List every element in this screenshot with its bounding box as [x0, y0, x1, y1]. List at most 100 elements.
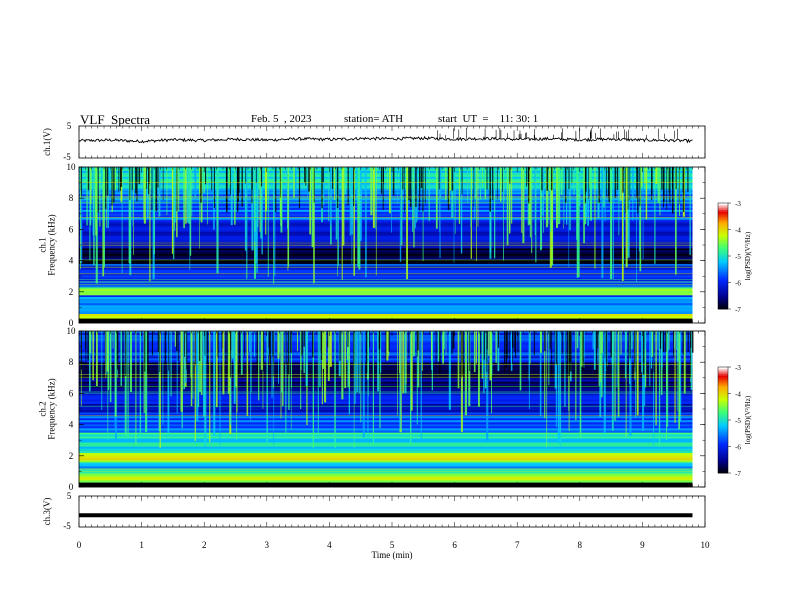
ch2-spectrogram-gap — [230, 331, 232, 351]
ch2-spectrogram-gap — [565, 331, 567, 369]
ch2-spectrogram-ylabel: ch.2 — [38, 401, 48, 416]
ch1-spectrogram-gap — [205, 167, 207, 185]
ch2-spectrogram-colorbar-cell — [718, 451, 728, 454]
ch2-spectrogram-sferic — [112, 331, 114, 349]
ch2-spectrogram-gap — [595, 331, 598, 374]
ch2-spectrogram-sferic — [399, 331, 401, 430]
ch2-spectrogram-band — [79, 364, 693, 367]
ch2-spectrogram-band — [79, 383, 693, 386]
ch2-spectrogram-sferic — [676, 331, 678, 412]
ch1-spectrogram-sferic — [489, 167, 492, 259]
ch2-spectrogram-band — [79, 456, 693, 459]
ch1-spectrogram-band — [79, 299, 693, 302]
ch1-spectrogram-gap — [245, 167, 246, 184]
ch2-spectrogram-colorbar-cell — [718, 400, 728, 403]
ch2-spectrogram-sferic — [666, 331, 667, 389]
ch2-spectrogram-sferic — [668, 331, 670, 350]
ch2-spectrogram-sferic — [636, 331, 639, 416]
ch2-spectrogram-gap — [435, 331, 437, 367]
ch2-spectrogram-sferic — [487, 331, 490, 356]
ch1-spectrogram-sferic — [566, 167, 568, 225]
ch1-spectrogram-sferic — [353, 167, 355, 276]
ch1-spectrogram-sferic — [344, 167, 347, 195]
x-tick-label: 3 — [265, 540, 270, 550]
ch1-spectrogram-gap — [492, 167, 494, 200]
ch2-spectrogram-colorbar-tick-label: -3 — [735, 364, 741, 372]
ch2-spectrogram-gap — [556, 331, 558, 365]
ch1-spectrogram-sferic — [89, 167, 91, 261]
ch1-spectrogram-band — [79, 305, 693, 308]
ch2-spectrogram-gap — [452, 331, 455, 349]
ch2-spectrogram-sferic — [644, 331, 646, 350]
ch1-spectrogram-colorbar-cell — [718, 206, 728, 209]
ch2-spectrogram-gap — [256, 331, 258, 372]
ch1-spectrogram-sferic — [280, 167, 282, 227]
ch1-spectrogram-band — [79, 287, 693, 290]
ch1-spectrogram-band — [79, 255, 693, 259]
ch1-spectrogram-ytick-label: 10 — [67, 162, 77, 172]
ch1-spectrogram-sferic — [640, 167, 643, 187]
ch2-spectrogram-colorbar-cell — [718, 386, 728, 389]
ch1-spectrogram-sferic — [642, 167, 644, 260]
ch2-spectrogram-sferic — [460, 331, 463, 432]
ch2-spectrogram-sferic — [327, 331, 330, 381]
ch1-spectrogram-sferic — [542, 167, 544, 216]
ch1-spectrogram-sferic — [494, 167, 496, 259]
ch1-spectrogram-sferic — [665, 167, 667, 185]
ch1-spectrogram-band — [79, 281, 693, 284]
ch2-spectrogram-gap — [184, 331, 185, 357]
ch1-spectrogram-gap — [606, 167, 607, 197]
ch2-spectrogram-sferic — [464, 331, 467, 416]
ch2-spectrogram-gap — [605, 331, 608, 371]
ch2-spectrogram-gap — [533, 331, 535, 356]
ch2-spectrogram-ytick-label: 2 — [69, 451, 74, 461]
ch1-spectrogram-gap — [322, 167, 324, 183]
ch1-spectrogram-sferic — [306, 167, 308, 185]
ch2-spectrogram-colorbar-cell — [718, 395, 728, 398]
ch1-spectrogram-sferic — [689, 167, 691, 255]
ch2-spectrogram-gap — [320, 331, 322, 351]
ch1-spectrogram-gap — [585, 167, 587, 192]
ch2-spectrogram-sferic — [105, 331, 107, 379]
ch1-spectrogram-sferic — [540, 167, 542, 251]
ch1-spectrogram-colorbar-tick-label: -5 — [735, 253, 741, 261]
ch1-spectrogram-sferic — [500, 167, 502, 202]
ch1-spectrogram-sferic — [636, 167, 637, 282]
ch2-spectrogram-sferic — [667, 331, 669, 352]
ch1-spectrogram-sferic — [121, 167, 123, 274]
ch2-spectrogram-sferic — [324, 331, 327, 403]
ch1-spectrogram-colorbar-cell — [718, 250, 728, 253]
ch1-spectrogram-sferic — [133, 167, 134, 256]
ch1-spectrogram-sferic — [453, 167, 455, 263]
ch2-spectrogram-sferic — [579, 331, 582, 438]
ch1-spectrogram-sferic — [171, 167, 174, 254]
ch1-spectrogram-colorbar-cell — [718, 298, 728, 301]
ch2-spectrogram-colorbar-cell — [718, 379, 728, 382]
ch1-spectrogram-sferic — [173, 167, 176, 223]
ch1-spectrogram-sferic — [199, 167, 202, 194]
ch1-spectrogram-sferic — [657, 167, 660, 203]
ch2-spectrogram-colorbar-cell — [718, 409, 728, 412]
ch1-spectrogram-colorbar-cell — [718, 294, 728, 298]
ch2-spectrogram-band — [79, 474, 693, 477]
ch1-spectrogram-sferic — [313, 167, 315, 284]
ch1-spectrogram-colorbar-cell — [718, 208, 728, 211]
ch2-spectrogram-gap — [303, 331, 305, 347]
ch1-spectrogram-sferic — [146, 167, 149, 218]
ch1-spectrogram-band — [79, 252, 693, 255]
ch2-spectrogram-sferic — [399, 331, 400, 374]
ch1-spectrogram-sferic — [412, 167, 413, 232]
ch2-spectrogram-sferic — [176, 331, 178, 414]
ch2-spectrogram-sferic — [240, 331, 243, 375]
ch2-spectrogram-sferic — [405, 331, 407, 384]
ch2-spectrogram-gap — [269, 331, 270, 357]
ch2-spectrogram-sferic — [262, 331, 264, 409]
ch2-spectrogram-sferic — [593, 331, 596, 370]
ch1-spectrogram-sferic — [563, 167, 565, 225]
ch2-spectrogram-gap — [544, 331, 546, 352]
ch1-spectrogram-sferic — [621, 167, 624, 281]
ch1-spectrogram-sferic — [531, 167, 533, 253]
ch2-spectrogram-sferic — [576, 331, 579, 349]
ch2-spectrogram-sferic — [162, 331, 164, 425]
ch2-spectrogram-band — [79, 395, 693, 398]
